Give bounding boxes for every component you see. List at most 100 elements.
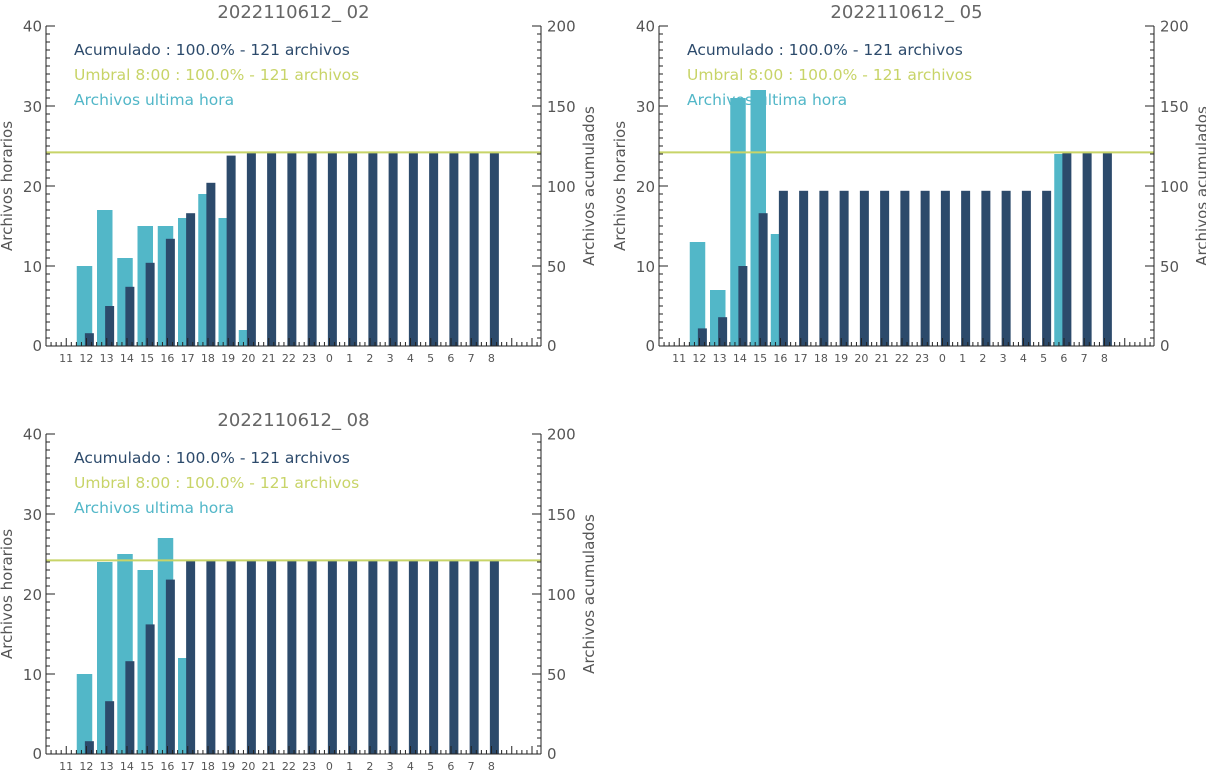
accumulated-bar [859, 190, 869, 346]
x-tick-label: 14 [733, 352, 747, 365]
accumulated-bar [246, 152, 256, 346]
chart-title: 2022110612_ 05 [830, 2, 982, 23]
accumulated-bar [226, 155, 236, 346]
y-axis-label-left: Archivos horarios [611, 121, 629, 251]
accumulated-bar [1082, 152, 1092, 346]
accumulated-bar [348, 152, 358, 346]
y-tick-label-left: 10 [23, 258, 42, 276]
accumulated-bar [1042, 190, 1052, 346]
accumulated-bar [206, 560, 216, 754]
accumulated-bar [429, 560, 439, 754]
accumulated-bar [206, 182, 216, 346]
y-tick-label-left: 20 [636, 178, 655, 196]
accumulated-bar [125, 661, 135, 754]
accumulated-bar [267, 560, 277, 754]
x-tick-label: 19 [834, 352, 848, 365]
x-tick-label: 19 [221, 760, 235, 771]
x-tick-label: 6 [447, 352, 454, 365]
accumulated-bar [1001, 190, 1011, 346]
x-tick-label: 1 [959, 352, 966, 365]
accumulated-bar [165, 579, 175, 754]
accumulated-bar [125, 286, 135, 346]
accumulated-bar [920, 190, 930, 346]
accumulated-bar [900, 190, 910, 346]
accumulated-bar [105, 306, 115, 346]
accumulated-bar [348, 560, 358, 754]
y-tick-label-right: 50 [547, 258, 566, 276]
x-tick-label: 7 [468, 352, 475, 365]
legend-entry: Acumulado : 100.0% - 121 archivos [74, 41, 350, 59]
accumulated-bar [84, 333, 94, 346]
y-tick-label-left: 30 [636, 98, 655, 116]
x-tick-label: 22 [282, 352, 296, 365]
accumulated-bar [388, 560, 398, 754]
accumulated-bar [186, 560, 196, 754]
x-tick-label: 8 [488, 760, 495, 771]
x-tick-label: 6 [1060, 352, 1067, 365]
y-tick-label-right: 100 [547, 178, 576, 196]
accumulated-bar [408, 152, 418, 346]
chart-title: 2022110612_ 08 [217, 410, 369, 431]
legend-entry: Acumulado : 100.0% - 121 archivos [74, 449, 350, 467]
y-tick-label-right: 0 [547, 745, 557, 763]
y-tick-label-left: 10 [23, 666, 42, 684]
x-tick-label: 5 [427, 760, 434, 771]
x-tick-label: 16 [160, 760, 174, 771]
legend-entry: Umbral 8:00 : 100.0% - 121 archivos [74, 66, 359, 84]
x-tick-label: 22 [895, 352, 909, 365]
x-tick-label: 6 [447, 760, 454, 771]
y-tick-label-right: 100 [547, 586, 576, 604]
x-tick-label: 2 [979, 352, 986, 365]
y-tick-label-left: 40 [636, 18, 655, 36]
accumulated-bar [327, 152, 337, 346]
x-tick-label: 23 [302, 760, 316, 771]
x-tick-label: 8 [488, 352, 495, 365]
x-tick-label: 11 [59, 352, 73, 365]
accumulated-bar [267, 152, 277, 346]
x-tick-label: 7 [468, 760, 475, 771]
accumulated-bar [778, 190, 788, 346]
accumulated-bar [880, 190, 890, 346]
x-tick-label: 11 [672, 352, 686, 365]
legend-entry: Archivos ultima hora [74, 91, 234, 109]
y-axis-label-right: Archivos acumulados [1193, 106, 1206, 266]
x-tick-label: 0 [326, 760, 333, 771]
x-tick-label: 21 [262, 352, 276, 365]
x-tick-label: 18 [814, 352, 828, 365]
accumulated-bar [307, 560, 317, 754]
accumulated-bar [469, 560, 479, 754]
y-tick-label-left: 0 [32, 337, 42, 355]
accumulated-bar [287, 152, 297, 346]
y-tick-label-right: 0 [1160, 337, 1170, 355]
legend-entry: Umbral 8:00 : 100.0% - 121 archivos [687, 66, 972, 84]
y-tick-label-left: 20 [23, 178, 42, 196]
x-tick-label: 4 [1020, 352, 1027, 365]
x-tick-label: 17 [181, 352, 195, 365]
x-tick-label: 21 [875, 352, 889, 365]
accumulated-bar [449, 560, 459, 754]
y-tick-label-right: 50 [1160, 258, 1179, 276]
accumulated-bar [186, 213, 196, 346]
x-tick-label: 13 [100, 760, 114, 771]
y-tick-label-right: 150 [547, 506, 576, 524]
x-tick-label: 7 [1081, 352, 1088, 365]
y-tick-label-right: 150 [1160, 98, 1189, 116]
legend-entry: Archivos ultima hora [74, 499, 234, 517]
accumulated-bar [307, 152, 317, 346]
accumulated-bar [145, 624, 155, 754]
accumulated-bar [287, 560, 297, 754]
accumulated-bar [105, 701, 115, 754]
x-tick-label: 1 [346, 352, 353, 365]
x-tick-label: 14 [120, 760, 134, 771]
accumulated-bar [408, 560, 418, 754]
x-tick-label: 18 [201, 352, 215, 365]
accumulated-bar [368, 152, 378, 346]
accumulated-bar [246, 560, 256, 754]
x-tick-label: 15 [140, 352, 154, 365]
accumulated-bar [718, 317, 728, 346]
x-tick-label: 16 [773, 352, 787, 365]
accumulated-bar [84, 741, 94, 754]
x-tick-label: 5 [427, 352, 434, 365]
